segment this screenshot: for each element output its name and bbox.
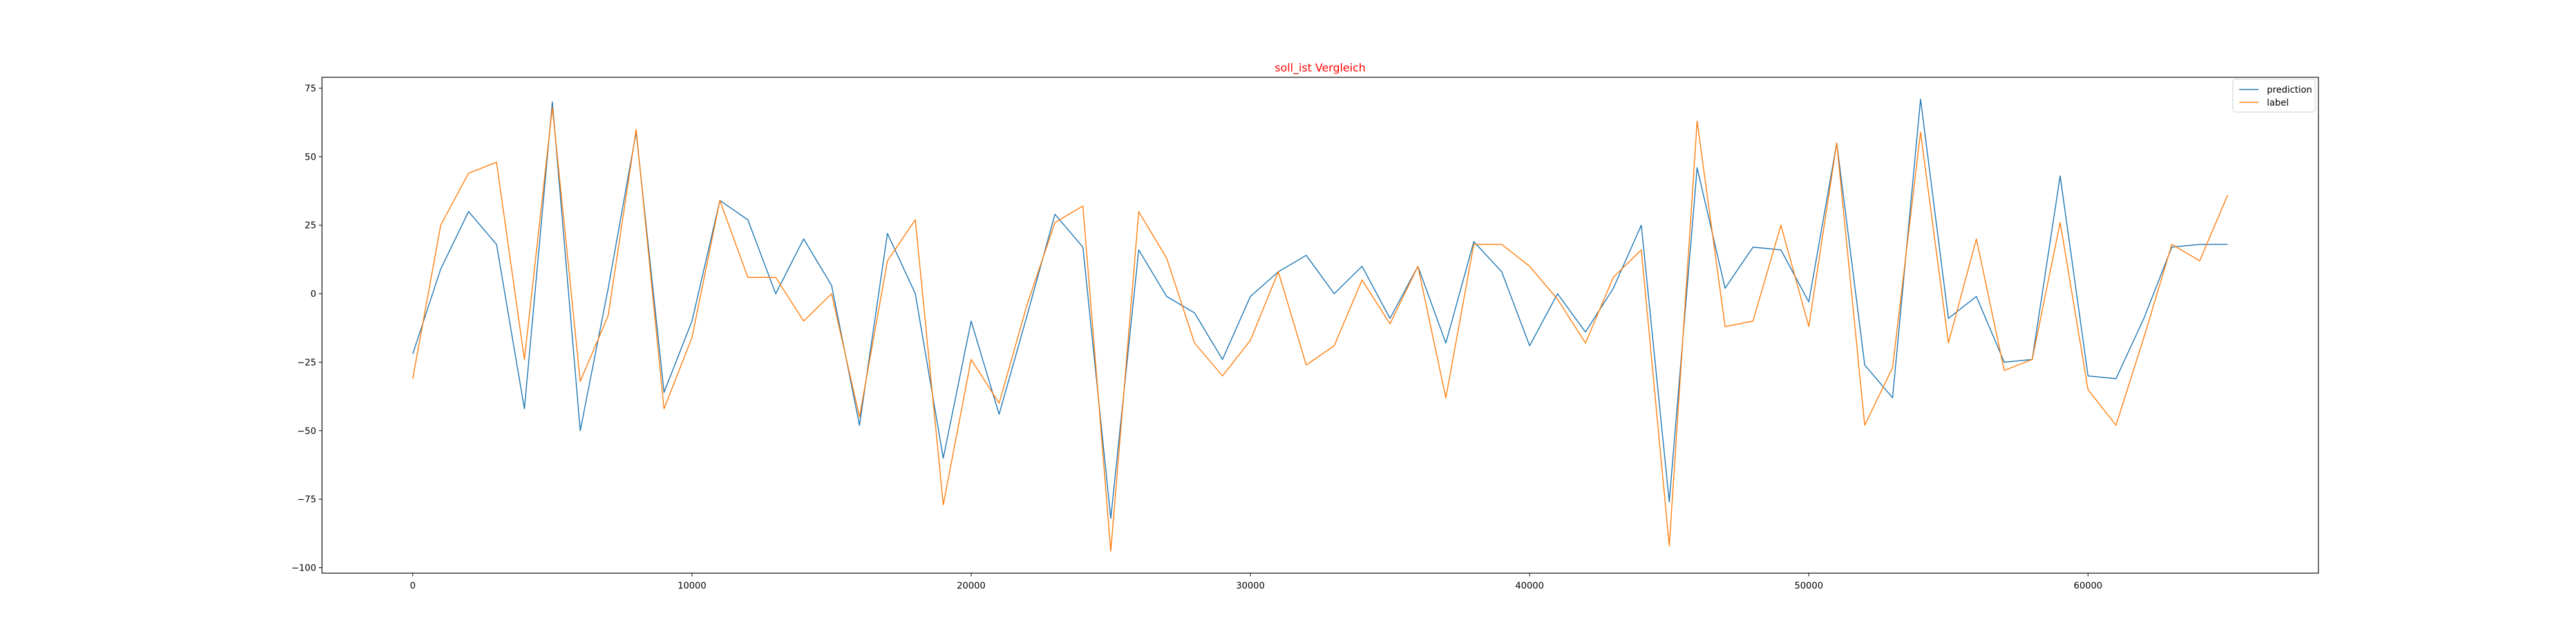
x-axis: 0 10000 20000 30000 40000 50000 60000 [410, 573, 2103, 591]
x-tick-label: 0 [410, 581, 415, 591]
y-tick-label: −75 [297, 495, 316, 505]
y-tick-label: 75 [305, 84, 316, 94]
chart-title: soll_ist Vergleich [1274, 62, 1365, 75]
series-lines [412, 99, 2228, 552]
y-tick-label: 50 [305, 152, 316, 162]
x-tick-label: 30000 [1236, 581, 1265, 591]
series-line-label [412, 107, 2228, 552]
legend-label-label: label [2267, 98, 2289, 108]
x-tick-label: 10000 [677, 581, 706, 591]
y-tick-label: −25 [297, 357, 316, 368]
legend: prediction label [2232, 79, 2316, 113]
series-line-prediction [412, 99, 2228, 519]
legend-box [2232, 79, 2316, 113]
x-tick-label: 20000 [957, 581, 986, 591]
plot-area: 0 10000 20000 30000 40000 50000 60000 −100−75−… [292, 77, 2319, 591]
y-tick-label: 25 [305, 221, 316, 231]
x-tick-label: 60000 [2074, 581, 2103, 591]
y-tick-label: 0 [310, 289, 316, 299]
y-axis: −100 −75 −50 −25 0 25 50 75 [292, 84, 322, 573]
y-tick-label: −50 [297, 426, 316, 437]
axes-frame [321, 77, 2319, 574]
x-tick-label: 40000 [1515, 581, 1544, 591]
x-tick-label: 50000 [1794, 581, 1823, 591]
y-tick-label: −100 [292, 563, 316, 573]
legend-label-prediction: prediction [2267, 85, 2312, 95]
